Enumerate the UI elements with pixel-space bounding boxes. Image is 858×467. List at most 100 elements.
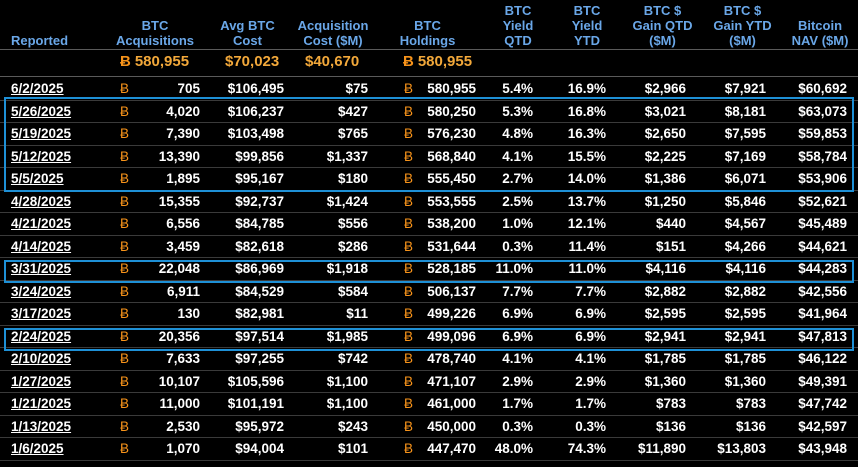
bitcoin-icon: Ƀ [404,193,414,209]
bitcoin-icon: Ƀ [404,238,414,254]
avg-btc-cost-cell: $84,529 [235,283,284,299]
btc-holdings-cell: 499,096 [427,328,476,344]
avg-btc-cost-cell: $106,237 [227,103,284,119]
btc-yield-ytd-cell: 16.8% [567,103,606,119]
btc-acquisitions-cell: 22,048 [158,261,200,276]
btc-gain-ytd-cell: $6,071 [724,171,766,186]
bitcoin-icon: Ƀ [120,148,130,164]
btc-acquisitions-cell: 11,000 [159,396,200,411]
bitcoin-nav-cell: $42,597 [798,418,847,434]
bitcoin-icon: Ƀ [404,328,414,344]
btc-yield-qtd-cell: 6.9% [502,328,533,344]
btc-gain-qtd-cell: $1,250 [644,193,686,209]
table-row: 5/5/2025 Ƀ Ƀ 1,895 $95,167 $180 555,450 2.7% 14.… [0,168,858,191]
btc-gain-ytd-cell: $7,169 [724,148,766,164]
report-date-link[interactable]: 2/10/2025 [11,351,72,366]
report-date-link[interactable]: 3/24/2025 [11,283,72,299]
bitcoin-icon: Ƀ [120,171,130,186]
report-date-link[interactable]: 4/28/2025 [11,193,72,209]
report-date-link[interactable]: 4/14/2025 [11,238,72,254]
acquisition-cost-cell: $556 [337,216,368,231]
btc-gain-ytd-cell: $4,266 [724,238,766,254]
bitcoin-icon: Ƀ [120,441,130,456]
report-date-link[interactable]: 6/2/2025 [11,81,64,96]
table-row: 4/14/2025 Ƀ Ƀ 3,459 $82,618 $286 531,644 0.3% 11… [0,236,858,258]
btc-yield-qtd-cell: 48.0% [494,441,533,456]
btc-holdings-cell: 538,200 [427,216,476,231]
bitcoin-icon: Ƀ [404,396,414,411]
table-row: 4/28/2025 Ƀ Ƀ 15,355 $92,737 $1,424 553,555 2.5… [0,191,858,213]
btc-acquisitions-cell: 3,459 [166,238,200,254]
btc-gain-qtd-cell: $2,966 [644,81,686,96]
acquisition-cost-cell: $742 [337,351,368,366]
bitcoin-icon: Ƀ [404,261,414,276]
btc-acquisitions-cell: 6,556 [166,216,200,231]
btc-yield-qtd-cell: 5.4% [502,81,533,96]
avg-btc-cost-cell: $99,856 [235,148,284,164]
acquisition-cost-cell: $11 [346,306,368,321]
btc-gain-ytd-cell: $4,567 [724,216,766,231]
btc-gain-qtd-cell: $11,890 [637,441,686,456]
btc-yield-ytd-cell: 1.7% [575,396,606,411]
btc-gain-ytd-cell: $8,181 [724,103,766,119]
btc-yield-ytd-cell: 6.9% [575,328,606,344]
bitcoin-nav-cell: $45,489 [798,216,847,231]
report-date-link[interactable]: 5/19/2025 [11,126,72,141]
report-date-link[interactable]: 3/17/2025 [11,306,72,321]
table-row: 1/21/2025 Ƀ Ƀ 11,000 $101,191 $1,100 461,000 1.… [0,393,858,416]
table-row: 6/2/2025 Ƀ Ƀ 705 $106,495 $75 580,955 5.4% 16.9%… [0,78,858,101]
btc-acquisitions-cell: 1,070 [166,441,200,456]
bitcoin-icon: Ƀ [120,261,130,276]
btc-gain-qtd-cell: $783 [655,396,686,411]
total-holdings: Ƀ 580,955 [403,53,473,70]
table-row: 2/24/2025 Ƀ Ƀ 20,356 $97,514 $1,985 499,096 6.9… [0,326,858,348]
btc-gain-ytd-cell: $7,921 [724,81,766,96]
report-date-link[interactable]: 1/13/2025 [11,418,72,434]
report-date-link[interactable]: 5/26/2025 [11,103,72,119]
acquisition-cost-cell: $1,424 [326,193,368,209]
header-btc-holdings: BTC Holdings [399,18,456,48]
btc-gain-ytd-cell: $1,360 [724,373,766,389]
avg-btc-cost-cell: $97,514 [235,328,284,344]
report-date-link[interactable]: 5/12/2025 [11,148,72,164]
report-date-link[interactable]: 2/24/2025 [11,328,72,344]
btc-gain-qtd-cell: $4,116 [645,261,686,276]
bitcoin-icon: Ƀ [404,81,414,96]
bitcoin-icon: Ƀ [120,373,130,389]
bitcoin-nav-cell: $43,948 [798,441,847,456]
header-btc-gain-ytd: BTC $ Gain YTD ($M) [713,3,772,48]
btc-gain-qtd-cell: $1,386 [644,171,686,186]
btc-yield-qtd-cell: 2.5% [502,193,533,209]
btc-yield-ytd-cell: 0.3% [575,418,606,434]
btc-gain-qtd-cell: $3,021 [644,103,686,119]
bitcoin-icon: Ƀ [120,283,130,299]
report-date-link[interactable]: 4/21/2025 [11,216,72,231]
acquisition-cost-cell: $101 [337,441,368,456]
report-date-link[interactable]: 1/21/2025 [11,396,72,411]
btc-gain-ytd-cell: $5,846 [724,193,766,209]
btc-acquisitions-cell: 1,895 [166,171,200,186]
bitcoin-icon: Ƀ [120,238,130,254]
report-date-link[interactable]: 3/31/2025 [11,261,72,276]
btc-acquisitions-cell: 4,020 [166,103,200,119]
btc-gain-ytd-cell: $2,595 [724,306,766,321]
table-row: 4/21/2025 Ƀ Ƀ 6,556 $84,785 $556 538,200 1.0% 12… [0,213,858,236]
acquisition-cost-cell: $75 [345,81,368,96]
bitcoin-icon: Ƀ [404,171,414,186]
acquisition-cost-cell: $1,985 [326,328,368,344]
report-date-link[interactable]: 5/5/2025 [11,171,64,186]
bitcoin-icon: Ƀ [404,441,414,456]
btc-gain-ytd-cell: $4,116 [725,261,766,276]
btc-gain-qtd-cell: $136 [655,418,686,434]
bitcoin-nav-cell: $47,742 [798,396,847,411]
total-acquisitions: Ƀ 580,955 [120,53,190,70]
report-date-link[interactable]: 1/27/2025 [11,373,72,389]
btc-holdings-cell: 506,137 [427,283,476,299]
avg-btc-cost-cell: $105,596 [227,373,284,389]
bitcoin-icon: Ƀ [404,148,414,164]
report-date-link[interactable]: 1/6/2025 [11,441,64,456]
bitcoin-nav-cell: $46,122 [798,351,847,366]
header-btc-gain-qtd: BTC $ Gain QTD ($M) [632,3,693,48]
btc-holdings-cell: 568,840 [427,148,476,164]
btc-yield-qtd-cell: 4.8% [502,126,533,141]
